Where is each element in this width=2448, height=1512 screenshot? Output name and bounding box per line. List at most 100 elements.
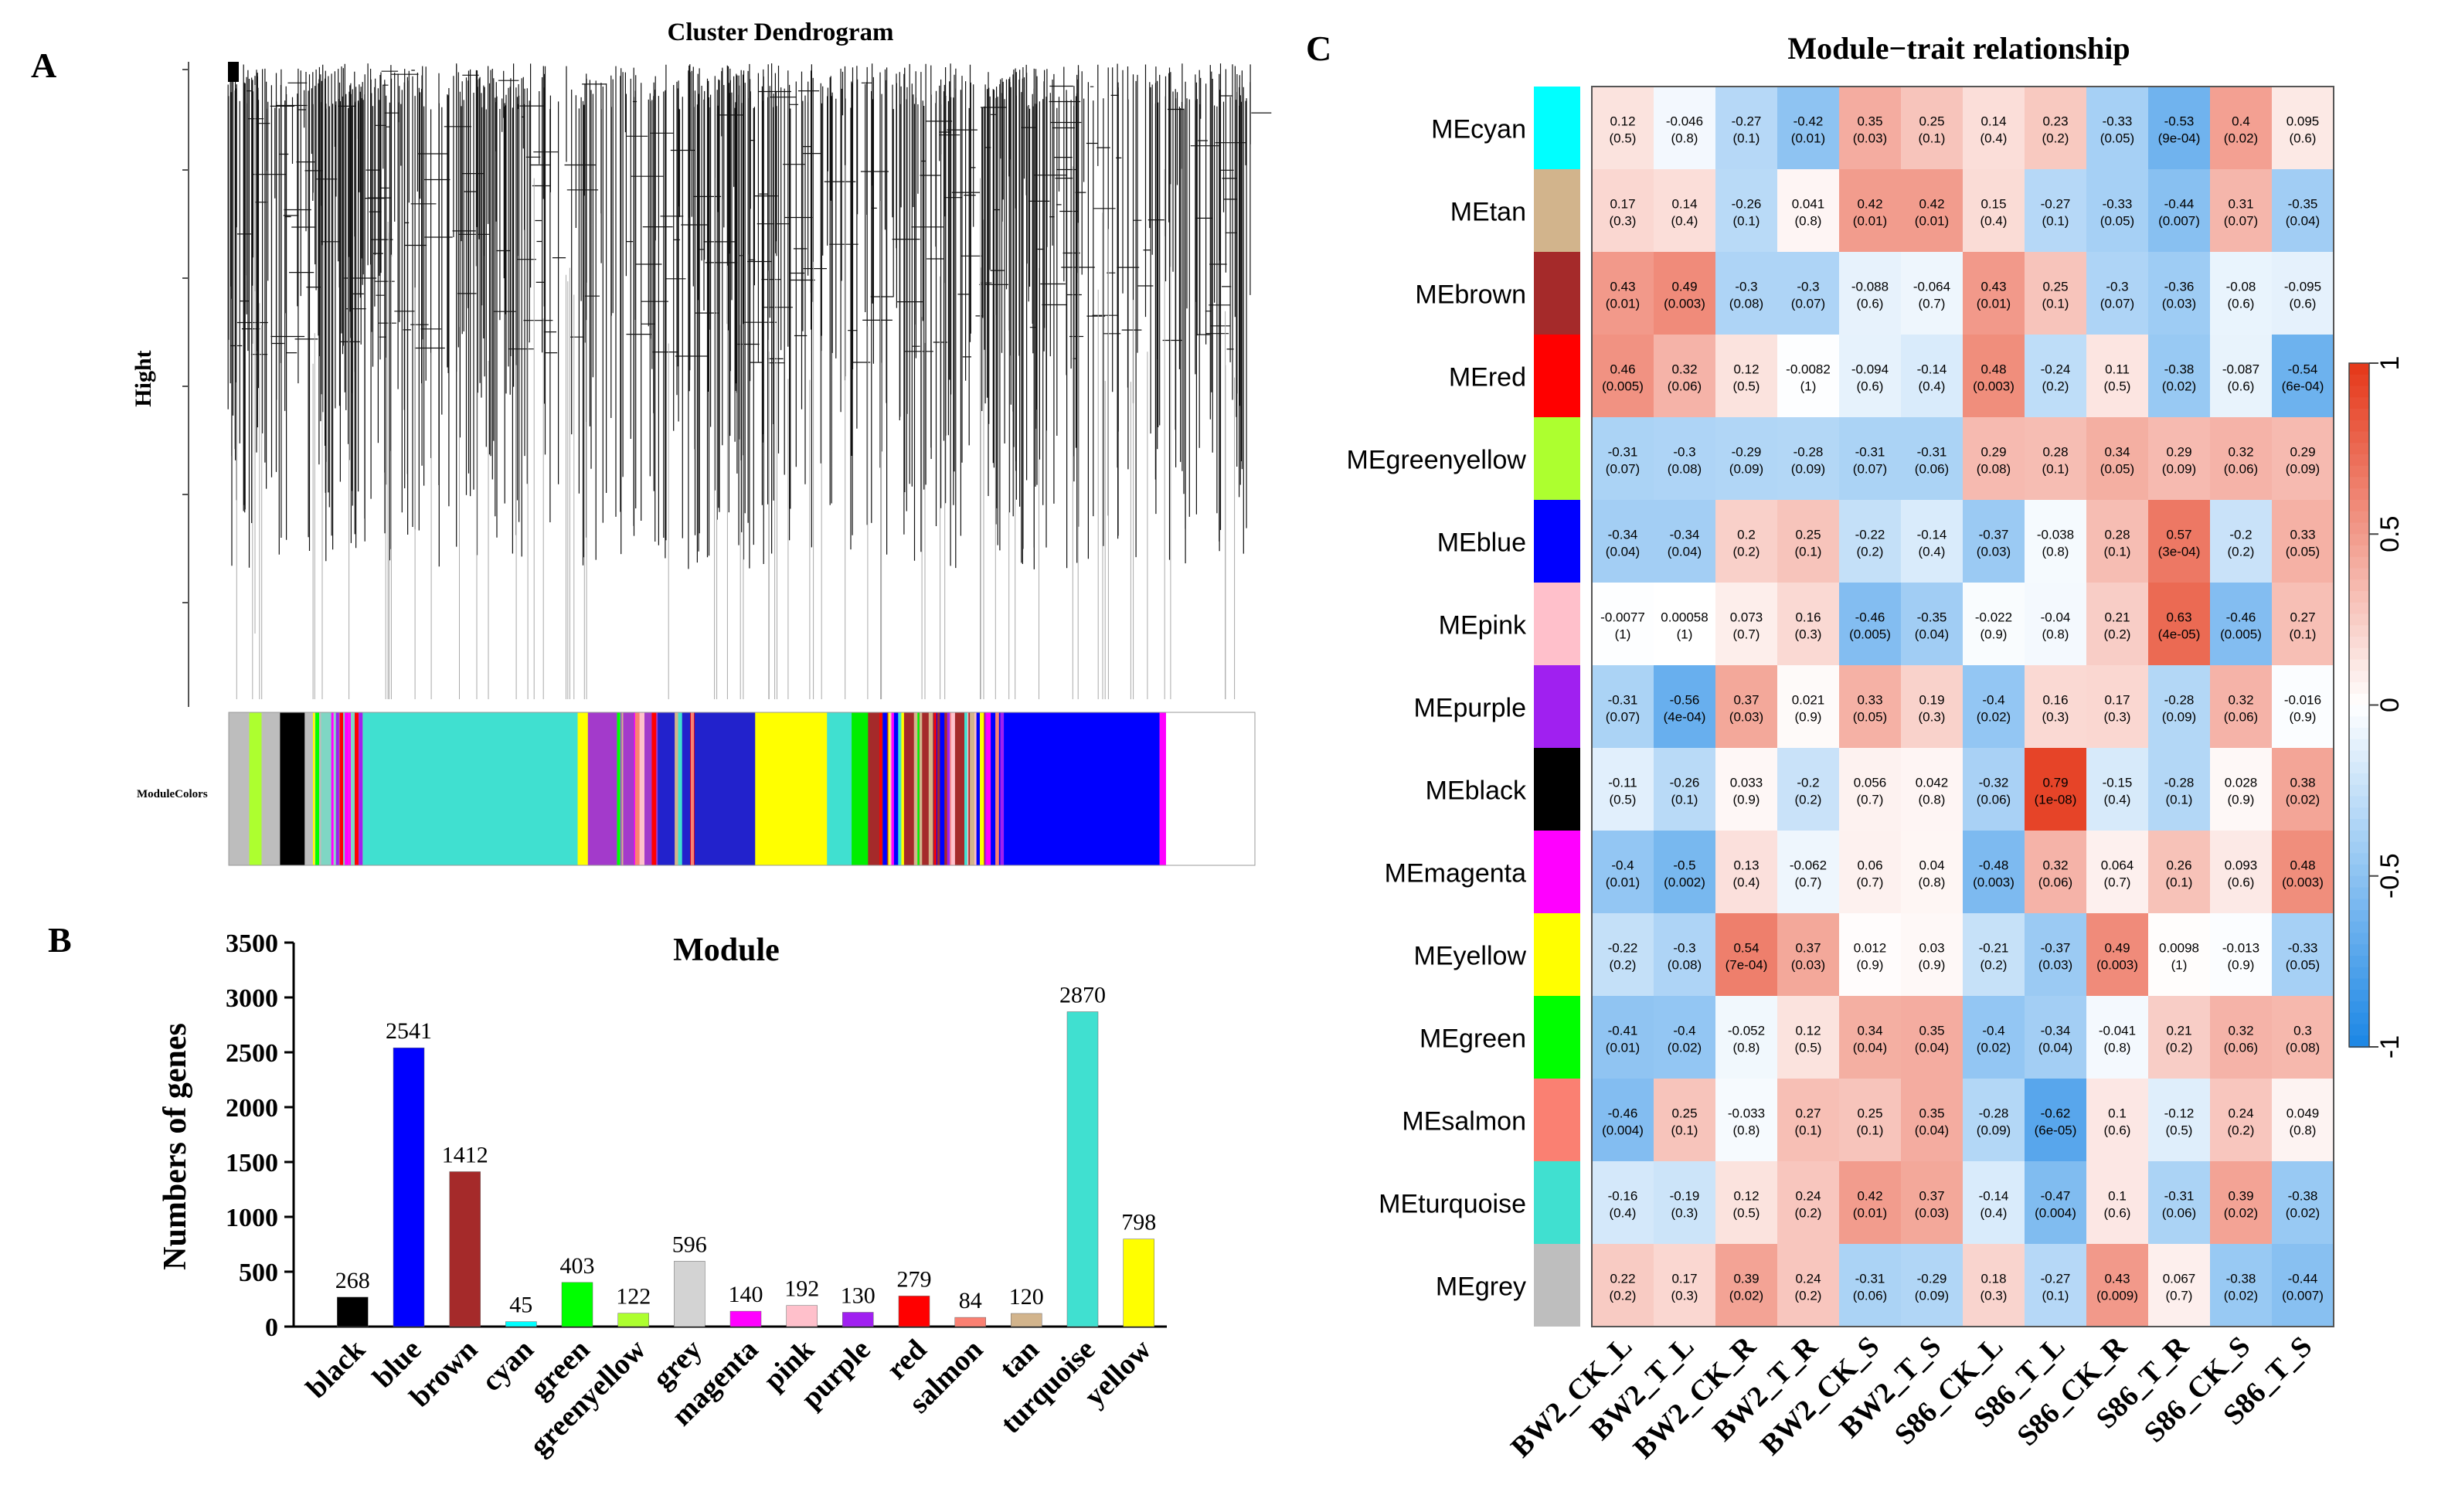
heatmap-cell-correlation: 0.056 [1854, 776, 1887, 790]
bar-y-tick-label: 0 [265, 1313, 278, 1342]
legend-gradient-step [2349, 841, 2369, 855]
heatmap-cell-correlation: -0.31 [1855, 445, 1885, 460]
heatmap-cell [1839, 87, 1901, 169]
heatmap-cell-correlation: 0.17 [1610, 197, 1635, 212]
bar-value-label: 798 [1121, 1210, 1156, 1235]
heatmap-cell-correlation: 0.48 [1980, 362, 2006, 377]
heatmap-cell [2210, 665, 2272, 748]
legend-gradient-step [2349, 887, 2369, 900]
bar-value-label: 130 [841, 1283, 876, 1309]
heatmap-cell [2025, 913, 2086, 996]
heatmap-cell-pvalue: (0.6) [2228, 379, 2255, 394]
heatmap-cell-correlation: 0.32 [2228, 1024, 2253, 1038]
heatmap-cell-correlation: -0.28 [1794, 445, 1824, 460]
color-bar-segment [261, 712, 280, 865]
legend-gradient-step [2349, 1035, 2369, 1048]
heatmap-cell-pvalue: (0.1) [1919, 131, 1946, 146]
heatmap-cell [2148, 583, 2210, 665]
legend-gradient-step [2349, 739, 2369, 752]
heatmap-cell-correlation: 0.27 [2290, 610, 2315, 625]
heatmap-cell-pvalue: (0.2) [1857, 545, 1884, 559]
legend-tick-label: -1 [2375, 1035, 2405, 1058]
legend-gradient-step [2349, 637, 2369, 649]
heatmap-cell-correlation: 0.04 [1919, 858, 1944, 873]
heatmap-cell-correlation: -0.14 [1917, 362, 1947, 377]
heatmap-cell-pvalue: (0.1) [2042, 1289, 2069, 1303]
heatmap-cell-pvalue: (0.1) [2166, 793, 2193, 807]
heatmap-cell-correlation: 0.38 [2290, 776, 2315, 790]
heatmap-cell [2210, 1244, 2272, 1327]
heatmap-cell-correlation: 0.28 [2042, 445, 2068, 460]
color-bar-stripe [315, 712, 319, 865]
heatmap-cell [2210, 252, 2272, 335]
heatmap-cell-pvalue: (0.04) [2286, 214, 2320, 229]
legend-gradient-step [2349, 910, 2369, 922]
heatmap-cell [2210, 1161, 2272, 1244]
heatmap-cell-pvalue: (0.4) [2104, 793, 2131, 807]
heatmap-cell [2086, 252, 2148, 335]
heatmap-cell-pvalue: (0.3) [1671, 1206, 1698, 1221]
color-bar-stripe [995, 712, 998, 865]
heatmap-cell-correlation: 0.29 [1980, 445, 2006, 460]
legend-gradient-step [2349, 671, 2369, 684]
heatmap-cell-correlation: 0.21 [2166, 1024, 2191, 1038]
heatmap-cell [1654, 335, 1715, 417]
color-bar-stripe [1000, 712, 1005, 865]
heatmap-cell-pvalue: (0.9) [1980, 627, 2008, 642]
heatmap-cell-pvalue: (0.03) [2162, 297, 2196, 311]
row-swatch-MEcyan [1534, 87, 1580, 169]
heatmap-cell-pvalue: (0.07) [1853, 462, 1887, 477]
heatmap-cell [2210, 831, 2272, 913]
row-label: MEcyan [1431, 115, 1526, 144]
legend-gradient-step [2349, 1001, 2369, 1014]
color-bar-segment [577, 712, 589, 865]
heatmap-cell-correlation: 0.25 [2042, 280, 2068, 294]
heatmap-cell-correlation: -0.088 [1851, 280, 1889, 294]
heatmap-cell-correlation: -0.19 [1670, 1189, 1700, 1204]
color-bar-stripe [940, 712, 945, 865]
heatmap-cell-correlation: -0.37 [1979, 528, 2009, 542]
heatmap-cell-pvalue: (0.5) [1733, 379, 1760, 394]
heatmap-cell-correlation: -0.34 [2041, 1024, 2071, 1038]
heatmap-title: Module−trait relationship [1787, 31, 2130, 66]
heatmap-cell-correlation: 0.17 [2104, 693, 2130, 708]
heatmap-cell-pvalue: (0.9) [2290, 710, 2317, 725]
bar-y-tick-label: 2500 [226, 1039, 278, 1068]
heatmap-cell-pvalue: (0.3) [2104, 710, 2131, 725]
row-swatch-MEred [1534, 335, 1580, 417]
heatmap-cell-correlation: 0.39 [1733, 1272, 1759, 1286]
row-swatch-MEgrey [1534, 1244, 1580, 1327]
heatmap-cell-correlation: 0.37 [1919, 1189, 1944, 1204]
heatmap-cell-correlation: 0.16 [2042, 693, 2068, 708]
color-bar-stripe [879, 712, 882, 865]
row-label: MEbrown [1415, 280, 1526, 310]
bar-yellow [1123, 1238, 1154, 1327]
heatmap-cell-correlation: -0.28 [2164, 776, 2195, 790]
legend-gradient-step [2349, 465, 2369, 478]
heatmap-cell-pvalue: (0.01) [1606, 297, 1640, 311]
heatmap-cell-correlation: 0.42 [1857, 1189, 1882, 1204]
dendrogram-ticks [182, 69, 189, 603]
heatmap-cell-pvalue: (0.06) [1853, 1289, 1887, 1303]
heatmap-cell [2148, 169, 2210, 252]
color-bar-frame [228, 712, 1256, 866]
heatmap-cell [2086, 1079, 2148, 1161]
heatmap-cell [2210, 500, 2272, 583]
heatmap-cell [1715, 913, 1777, 996]
heatmap-cell [1777, 335, 1839, 417]
bar-value-label: 1412 [442, 1143, 488, 1168]
heatmap-cell [2025, 417, 2086, 500]
heatmap-cell-correlation: 0.23 [2042, 114, 2068, 129]
heatmap-cell-correlation: 0.073 [1730, 610, 1763, 625]
heatmap-cell-pvalue: (7e-04) [1726, 958, 1768, 973]
heatmap-cell-pvalue: (0.04) [1668, 545, 1702, 559]
heatmap-cell-pvalue: (6e-05) [2035, 1123, 2077, 1138]
heatmap-cell-correlation: 0.021 [1792, 693, 1825, 708]
heatmap-cell-correlation: 0.35 [1919, 1024, 1944, 1038]
legend-gradient-step [2349, 716, 2369, 729]
heatmap-cell [1963, 665, 2025, 748]
heatmap-cell [2272, 1244, 2334, 1327]
color-bar-stripe [900, 712, 904, 865]
heatmap-cell-correlation: 0.16 [1795, 610, 1821, 625]
heatmap-cell [1777, 417, 1839, 500]
